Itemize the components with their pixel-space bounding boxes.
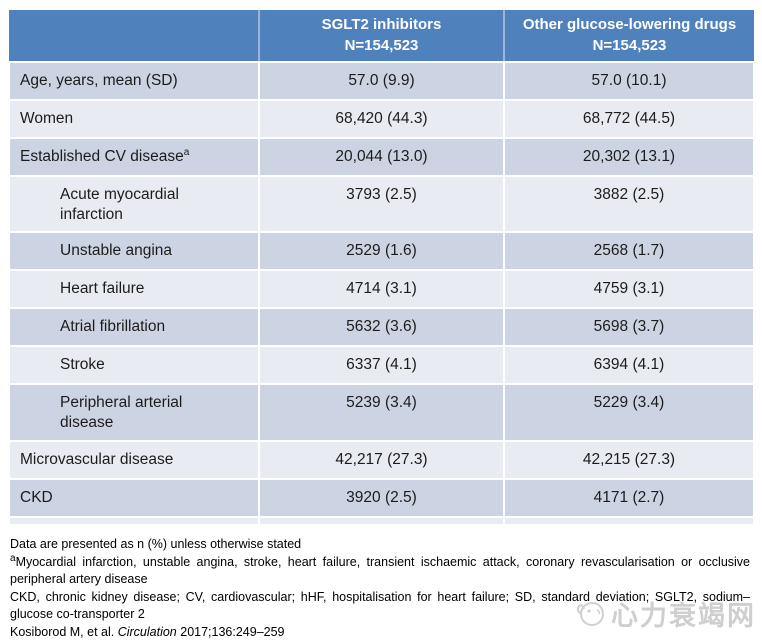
row-label-cell: Acute myocardial infarction [8, 174, 260, 234]
header-row: SGLT2 inhibitors N=154,523 Other glucose… [9, 10, 754, 63]
table-row: Established CV diseasea 20,044 (13.0) 20… [8, 137, 755, 177]
table-row: Women 68,420 (44.3) 68,772 (44.5) [8, 99, 755, 139]
row-value-other: 4171 (2.7) [503, 477, 755, 518]
row-value-other: 6394 (4.1) [503, 345, 755, 386]
row-value-other: 68,772 (44.5) [503, 99, 755, 139]
footnote-abbreviations: CKD, chronic kidney disease; CV, cardiov… [10, 589, 750, 622]
row-value-sglt2: 5632 (3.6) [258, 307, 505, 348]
row-label: Heart failure [60, 280, 145, 298]
row-label-cell: Heart failure [8, 269, 260, 310]
row-value-other: 5229 (3.4) [503, 383, 755, 442]
citation: Kosiborod M, et al. Circulation 2017;136… [10, 624, 750, 641]
row-value-other: 42,215 (27.3) [503, 439, 755, 480]
row-label-superscript: a [183, 146, 190, 158]
filler-cell [503, 516, 755, 526]
row-label: Acute myocardial infarction [60, 186, 179, 224]
citation-journal: Circulation [117, 624, 177, 639]
header-sglt2-n: N=154,523 [344, 36, 419, 54]
header-empty-cell [9, 10, 260, 63]
header-other-column: Other glucose-lowering drugs N=154,523 [504, 10, 754, 63]
row-label-cell: Established CV diseasea [8, 137, 260, 177]
table-body: Age, years, mean (SD) 57.0 (9.9) 57.0 (1… [8, 61, 755, 518]
table-row: Heart failure 4714 (3.1) 4759 (3.1) [8, 269, 755, 310]
table-row: Stroke 6337 (4.1) 6394 (4.1) [8, 345, 755, 386]
row-value-other: 20,302 (13.1) [503, 137, 755, 177]
header-other-n: N=154,523 [592, 36, 667, 54]
row-value-sglt2: 68,420 (44.3) [258, 99, 505, 139]
row-value-sglt2: 5239 (3.4) [258, 383, 505, 442]
row-label: Microvascular disease [20, 450, 174, 468]
table-row: Microvascular disease 42,217 (27.3) 42,2… [8, 439, 755, 480]
row-label-cell: Unstable angina [8, 231, 260, 272]
row-value-sglt2: 42,217 (27.3) [258, 439, 505, 480]
row-value-sglt2: 57.0 (9.9) [258, 61, 505, 101]
row-value-other: 4759 (3.1) [503, 269, 755, 310]
row-value-other: 2568 (1.7) [503, 231, 755, 272]
row-label: Stroke [60, 356, 105, 374]
row-value-other: 3882 (2.5) [503, 174, 755, 234]
citation-authors: Kosiborod M, et al. [10, 624, 118, 639]
footnote-superscript-a: a [10, 552, 16, 564]
table-row: Atrial fibrillation 5632 (3.6) 5698 (3.7… [8, 307, 755, 348]
footnotes: Data are presented as n (%) unless other… [10, 536, 750, 641]
row-label: Atrial fibrillation [60, 318, 166, 336]
row-label-cell: Women [8, 99, 260, 139]
table-row: Unstable angina 2529 (1.6) 2568 (1.7) [8, 231, 755, 272]
row-label: Established CV disease [20, 148, 184, 165]
row-label: Unstable angina [60, 242, 173, 260]
row-label: Peripheral arterial disease [60, 394, 183, 432]
row-value-other: 57.0 (10.1) [503, 61, 755, 101]
row-label-cell: Peripheral arterial disease [8, 383, 260, 442]
header-other-label: Other glucose-lowering drugs [522, 16, 737, 34]
header-sglt2-column: SGLT2 inhibitors N=154,523 [259, 10, 505, 63]
row-value-sglt2: 3920 (2.5) [258, 477, 505, 518]
row-label-cell: Stroke [8, 345, 260, 386]
table-row: Age, years, mean (SD) 57.0 (9.9) 57.0 (1… [8, 61, 755, 101]
row-value-sglt2: 2529 (1.6) [258, 231, 505, 272]
row-value-other: 5698 (3.7) [503, 307, 755, 348]
row-label-cell: Atrial fibrillation [8, 307, 260, 348]
row-value-sglt2: 20,044 (13.0) [258, 137, 505, 177]
row-value-sglt2: 4714 (3.1) [258, 269, 505, 310]
baseline-characteristics-table: SGLT2 inhibitors N=154,523 Other glucose… [8, 10, 755, 526]
footnote-cv-definition-text: Myocardial infarction, unstable angina, … [10, 554, 750, 587]
row-label-cell: Microvascular disease [8, 439, 260, 480]
row-value-sglt2: 3793 (2.5) [258, 174, 505, 234]
row-label-cell: CKD [8, 477, 260, 518]
row-label: Women [20, 110, 74, 127]
table-row: Acute myocardial infarction 3793 (2.5) 3… [8, 174, 755, 234]
table-row: Peripheral arterial disease 5239 (3.4) 5… [8, 383, 755, 442]
row-label: CKD [20, 488, 53, 506]
row-value-sglt2: 6337 (4.1) [258, 345, 505, 386]
footnote-cv-definition: aMyocardial infarction, unstable angina,… [10, 552, 750, 589]
header-sglt2-label: SGLT2 inhibitors [321, 16, 442, 34]
table-header: SGLT2 inhibitors N=154,523 Other glucose… [9, 10, 754, 63]
filler-cell [258, 516, 505, 526]
filler-row [8, 516, 755, 526]
row-label: Age, years, mean (SD) [20, 72, 178, 89]
footnote-data-note: Data are presented as n (%) unless other… [10, 537, 302, 551]
citation-volume-pages: 2017;136:249–259 [176, 624, 285, 639]
table-bottom-filler [8, 516, 755, 526]
row-label-cell: Age, years, mean (SD) [8, 61, 260, 101]
table-row: CKD 3920 (2.5) 4171 (2.7) [8, 477, 755, 518]
filler-cell [8, 516, 260, 526]
